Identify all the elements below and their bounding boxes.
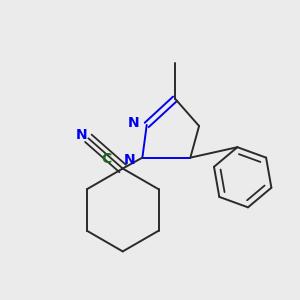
Text: N: N: [128, 116, 140, 130]
Text: N: N: [76, 128, 88, 142]
Text: C: C: [101, 152, 112, 166]
Text: N: N: [124, 153, 135, 167]
